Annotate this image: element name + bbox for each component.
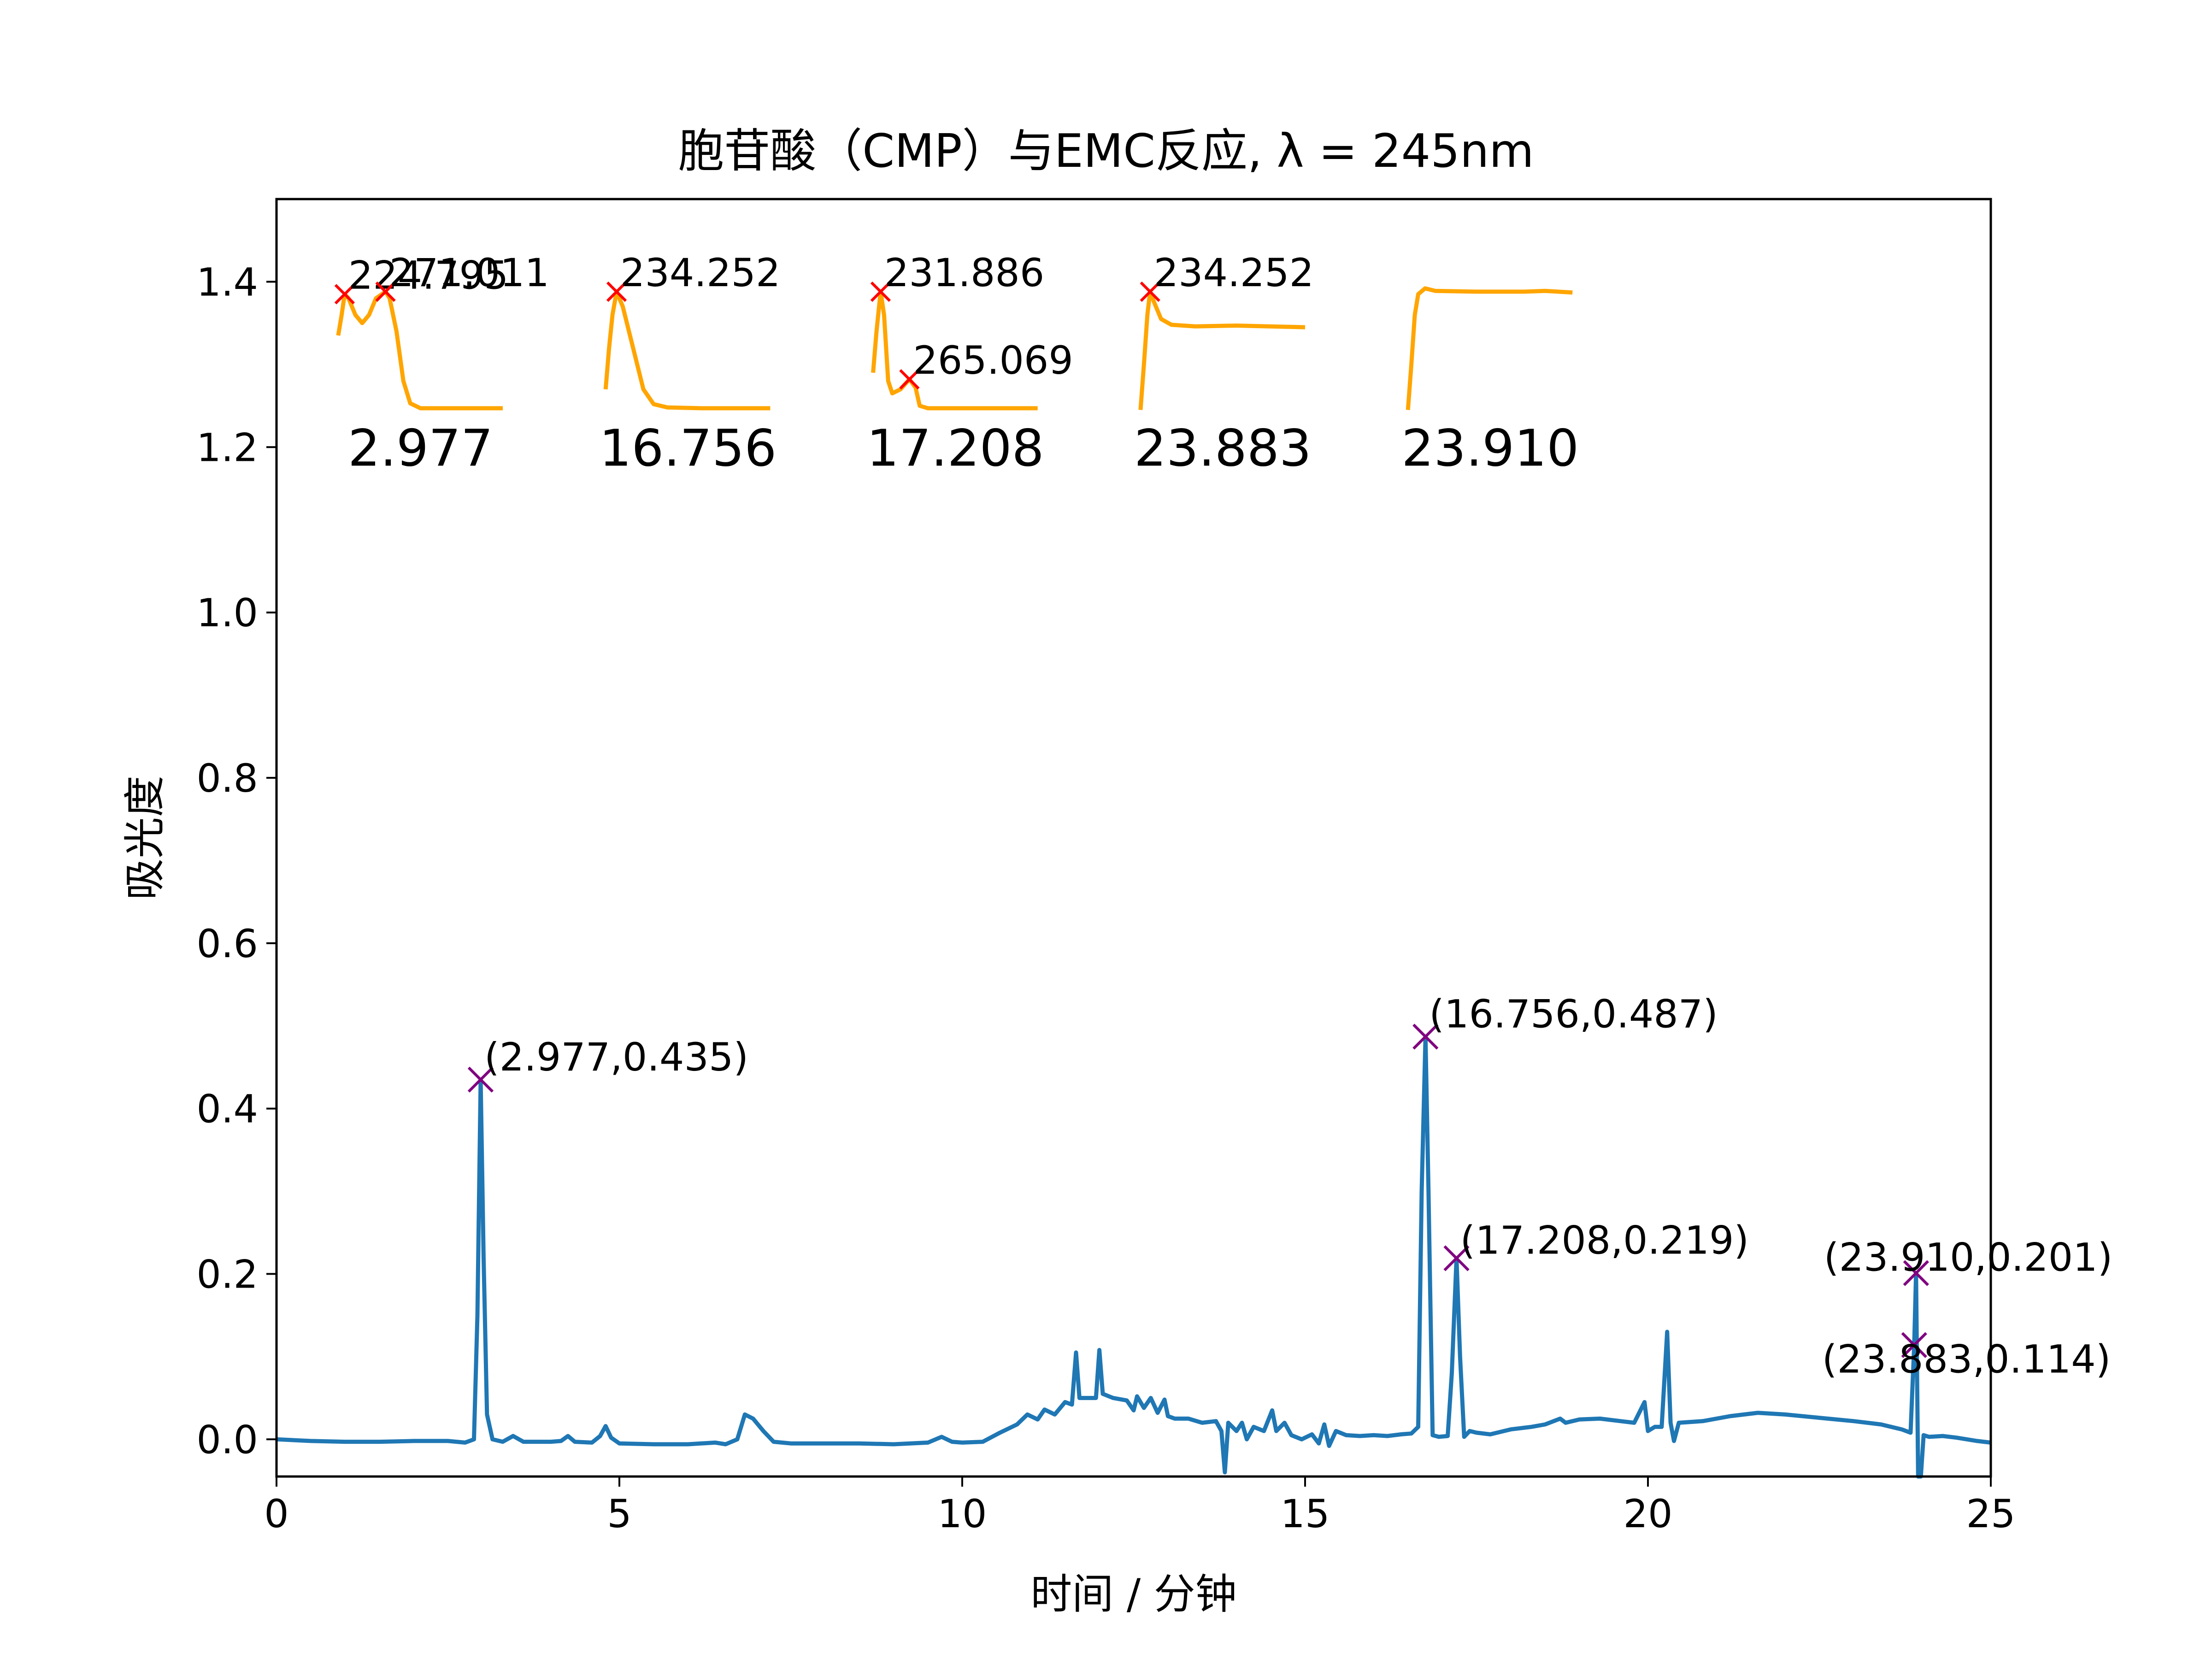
spectrum-retention-time-label: 16.756 xyxy=(599,418,777,477)
peak-marker-stroke-b xyxy=(467,1066,494,1093)
y-axis-label: 吸光度 xyxy=(121,776,169,900)
peak-label: (17.208,0.219) xyxy=(1460,1218,1749,1263)
peak-label: (16.756,0.487) xyxy=(1429,991,1718,1036)
peak-marker-stroke-b xyxy=(1903,1260,1929,1286)
y-tick-label: 0.8 xyxy=(196,756,258,801)
x-axis: 0 5 10 15 20 25 xyxy=(264,1477,2015,1536)
spectrum-maximum-marker-stroke-b xyxy=(870,281,891,302)
y-tick-label: 1.4 xyxy=(196,259,258,305)
spectrum-maximum-marker xyxy=(870,281,891,302)
uv-spectrum-inset: 234.252 16.756 xyxy=(599,250,780,477)
spectrum-line xyxy=(603,289,771,411)
chart-title: 胞苷酸（CMP）与EMC反应, λ = 245nm xyxy=(678,124,1534,178)
spectrum-maximum-label: 234.252 xyxy=(620,250,780,295)
spectrum-maximum-marker-stroke-b xyxy=(899,369,920,390)
x-tick-label: 5 xyxy=(607,1491,631,1536)
uv-spectrum-inset: 231.886 265.069 17.208 xyxy=(867,250,1073,477)
spectrum-retention-time-label: 23.883 xyxy=(1134,418,1312,477)
spectrum-maximum-label: 271.011 xyxy=(389,250,549,295)
peak-label: (23.883,0.114) xyxy=(1822,1337,2111,1382)
peak-label: (23.910,0.201) xyxy=(1824,1235,2113,1280)
peak-marker xyxy=(1901,1332,1927,1358)
spectrum-line xyxy=(1138,289,1306,410)
spectrum-retention-time-label: 17.208 xyxy=(867,418,1044,477)
y-tick-label: 1.0 xyxy=(196,590,258,635)
spectrum-retention-time-label: 2.977 xyxy=(348,418,493,477)
x-tick-label: 20 xyxy=(1624,1491,1673,1536)
y-axis: 0.0 0.2 0.4 0.6 0.8 1.0 1.2 1.4 xyxy=(196,259,276,1462)
peak-marker xyxy=(1443,1245,1470,1271)
plot-area: (2.977,0.435) (16.756,0.487) (17.208,0.219… xyxy=(276,250,2113,1479)
spectrum-maximum-label: 224.795 xyxy=(348,253,508,298)
y-tick-label: 1.2 xyxy=(196,425,258,470)
spectrum-maximum-label: 231.886 xyxy=(884,250,1044,295)
uv-spectrum-inset: 234.252 23.883 xyxy=(1134,250,1314,477)
peak-marker xyxy=(1412,1024,1439,1050)
uv-spectrum-inset: 23.910 xyxy=(1401,286,1579,477)
plot-frame xyxy=(275,198,1992,1478)
peak-marker xyxy=(467,1066,494,1093)
chromatogram-line xyxy=(276,1035,1991,1479)
spectrum-maximum-marker xyxy=(1140,281,1160,302)
spectrum-maximum-marker xyxy=(606,281,627,302)
spectrum-maximum-marker-stroke-b xyxy=(1140,281,1160,302)
peak-marker-stroke-b xyxy=(1412,1024,1439,1050)
y-tick-label: 0.0 xyxy=(196,1417,258,1462)
x-tick-label: 0 xyxy=(264,1491,288,1536)
y-tick-label: 0.2 xyxy=(196,1252,258,1297)
spectrum-maximum-marker xyxy=(334,284,355,305)
x-tick-label: 10 xyxy=(938,1491,987,1536)
spectrum-maximum-marker xyxy=(899,369,920,390)
spectrum-maximum-marker xyxy=(375,281,396,302)
spectrum-maximum-label: 265.069 xyxy=(913,338,1073,383)
spectrum-maximum-marker-stroke-b xyxy=(334,284,355,305)
x-tick-label: 25 xyxy=(1966,1491,2016,1536)
y-tick-label: 0.6 xyxy=(196,921,258,966)
spectrum-retention-time-label: 23.910 xyxy=(1401,418,1579,477)
y-tick-label: 0.4 xyxy=(196,1087,258,1132)
spectrum-line xyxy=(1406,286,1573,410)
x-axis-label: 时间 / 分钟 xyxy=(1030,1570,1237,1618)
peak-marker xyxy=(1903,1260,1929,1286)
spectrum-maximum-marker-stroke-b xyxy=(375,281,396,302)
x-tick-label: 15 xyxy=(1281,1491,1330,1536)
peak-label: (2.977,0.435) xyxy=(484,1035,748,1080)
peak-marker-stroke-b xyxy=(1443,1245,1470,1271)
spectrum-maximum-label: 234.252 xyxy=(1154,250,1314,295)
peak-marker-stroke-b xyxy=(1901,1332,1927,1358)
spectrum-maximum-marker-stroke-b xyxy=(606,281,627,302)
